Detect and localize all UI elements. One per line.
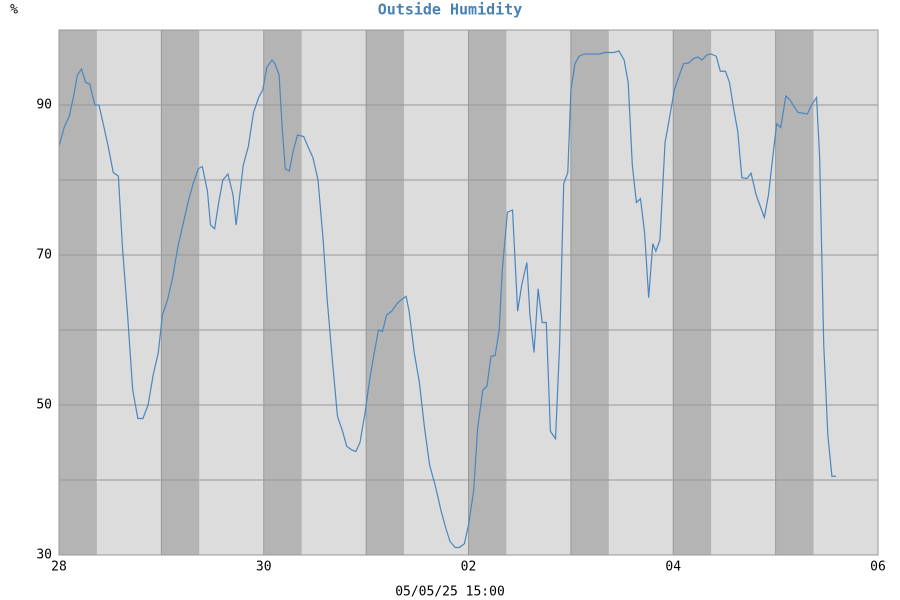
plot-area	[58, 29, 879, 556]
x-tick-label: 02	[461, 560, 477, 575]
y-tick-label: 30	[36, 548, 52, 563]
night-band	[570, 30, 609, 555]
x-tick-label: 30	[256, 560, 272, 575]
night-band	[263, 30, 302, 555]
night-band	[673, 30, 712, 555]
y-axis-label: %	[10, 3, 18, 18]
night-band	[366, 30, 405, 555]
night-band	[775, 30, 814, 555]
y-tick-label: 50	[36, 398, 52, 413]
x-tick-label: 28	[51, 560, 67, 575]
night-band	[59, 30, 97, 555]
y-tick-label: 70	[36, 248, 52, 263]
chart-title: Outside Humidity	[378, 1, 523, 19]
y-tick-label: 90	[36, 98, 52, 113]
data-line	[58, 50, 837, 549]
night-band	[161, 30, 200, 555]
plot-border	[58, 29, 879, 556]
x-tick-label: 04	[665, 560, 681, 575]
x-tick-label: 06	[870, 560, 886, 575]
x-axis-label: 05/05/25 15:00	[395, 585, 505, 600]
